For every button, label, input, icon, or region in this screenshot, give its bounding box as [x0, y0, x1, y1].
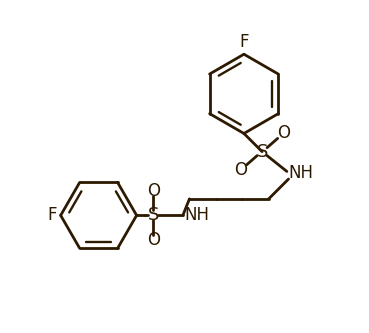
Text: O: O	[277, 125, 290, 143]
Text: O: O	[146, 181, 160, 199]
Text: O: O	[234, 161, 247, 179]
Text: F: F	[48, 206, 57, 224]
Text: NH: NH	[289, 164, 314, 182]
Text: S: S	[148, 206, 159, 224]
Text: O: O	[146, 231, 160, 249]
Text: S: S	[256, 143, 268, 161]
Text: F: F	[239, 33, 249, 51]
Text: NH: NH	[184, 206, 210, 224]
